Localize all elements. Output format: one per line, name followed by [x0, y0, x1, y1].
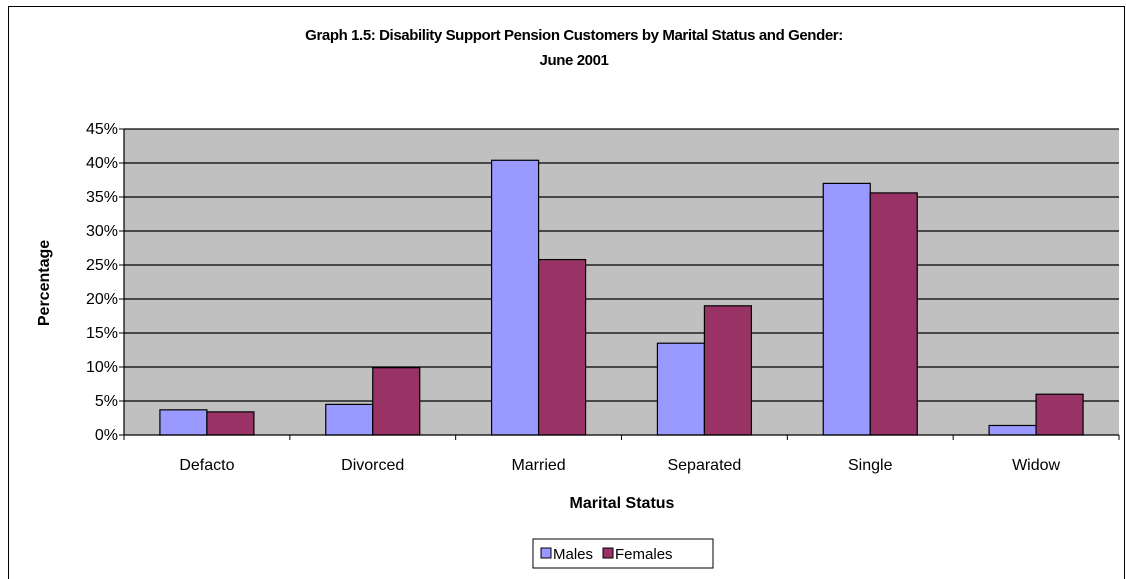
y-tick-labels: 0% 5% 10% 15% 20% 25% 30% 35% 40% 45%	[86, 121, 124, 444]
legend: Males Females	[532, 538, 714, 569]
bar-males-married	[490, 159, 540, 436]
x-axis-title: Marital Status	[570, 495, 675, 512]
bar-males-divorced	[325, 403, 374, 436]
x-tick-label: Single	[848, 457, 893, 474]
axes	[123, 129, 1120, 440]
chart-title-line2: June 2001	[540, 52, 609, 69]
plot-area	[124, 129, 1119, 435]
legend-label-females: Females	[615, 546, 673, 563]
y-axis-title: Percentage	[36, 240, 53, 326]
bar-males-separated	[656, 342, 706, 436]
legend-box	[532, 538, 714, 569]
chart-frame	[8, 6, 1125, 579]
bars	[159, 159, 1084, 436]
y-tick-label: 30%	[86, 223, 118, 240]
chart-title-line1: Graph 1.5: Disability Support Pension Cu…	[305, 27, 843, 44]
x-tick-label: Separated	[667, 457, 741, 474]
x-tick-labels: Defacto Divorced Married Separated Single Wid…	[179, 457, 1060, 474]
y-tick-label: 20%	[86, 291, 118, 308]
bar-females-defacto	[206, 411, 255, 436]
y-tick-label: 15%	[86, 325, 118, 342]
bar-males-single	[822, 182, 871, 436]
y-tick-label: 45%	[86, 121, 118, 138]
x-tick-label: Divorced	[341, 457, 404, 474]
bar-females-widow	[1035, 393, 1084, 436]
y-tick-label: 25%	[86, 257, 118, 274]
x-tick-label: Widow	[1012, 457, 1060, 474]
x-tick-label: Married	[511, 457, 565, 474]
bar-females-separated	[703, 305, 753, 436]
gridlines	[124, 128, 1119, 402]
bar-males-widow	[988, 424, 1037, 436]
bar-females-divorced	[372, 367, 421, 436]
legend-swatch-males	[540, 547, 552, 559]
legend-label-males: Males	[553, 546, 593, 563]
bar-males-defacto	[159, 409, 208, 436]
bar-females-married	[537, 258, 587, 436]
y-tick-label: 5%	[95, 393, 118, 410]
y-tick-label: 35%	[86, 189, 118, 206]
y-tick-label: 10%	[86, 359, 118, 376]
bar-females-single	[869, 192, 918, 436]
y-tick-label: 0%	[95, 427, 118, 444]
legend-swatch-females	[602, 547, 614, 559]
x-tick-label: Defacto	[179, 457, 234, 474]
y-tick-label: 40%	[86, 155, 118, 172]
